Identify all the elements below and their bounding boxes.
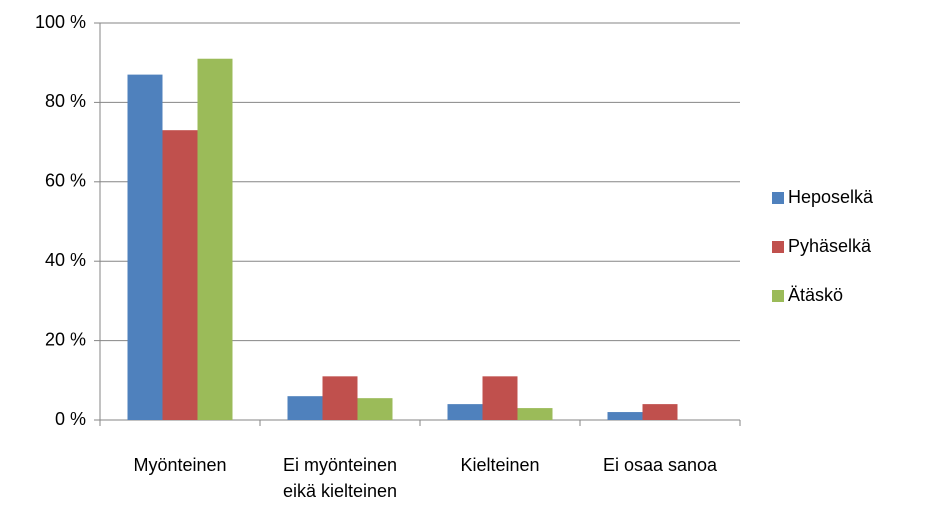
bar (607, 412, 643, 420)
bar (482, 376, 518, 420)
legend-swatch (772, 241, 784, 253)
bar (322, 376, 358, 420)
legend-label: Heposelkä (788, 187, 874, 207)
y-tick-label: 80 % (45, 91, 86, 111)
legend-label: Pyhäselkä (788, 236, 872, 256)
bar (447, 404, 483, 420)
x-tick-label: Ei myönteinen eikä kielteinen (282, 455, 398, 501)
bar (357, 398, 393, 420)
bar (127, 74, 163, 421)
bar (517, 408, 553, 420)
legend-swatch (772, 290, 784, 302)
x-tick-label: Myönteinen (133, 455, 227, 475)
y-tick-label: 60 % (45, 171, 86, 191)
x-tick-label: Ei osaa sanoa (602, 455, 718, 475)
y-tick-label: 20 % (45, 329, 86, 349)
bar (197, 58, 233, 420)
y-tick-label: 0 % (55, 409, 86, 429)
bar (287, 396, 323, 420)
y-tick-label: 40 % (45, 250, 86, 270)
legend-label: Ätäskö (788, 285, 843, 305)
legend-swatch (772, 192, 784, 204)
x-tick-label: Kielteinen (460, 455, 540, 475)
y-tick-label: 100 % (35, 12, 86, 32)
bar (162, 130, 198, 420)
bar (642, 404, 678, 420)
